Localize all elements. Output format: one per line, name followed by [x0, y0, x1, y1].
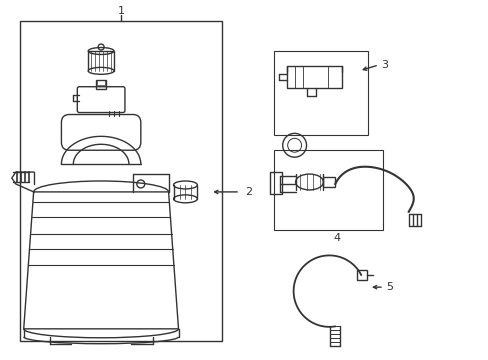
Bar: [356, 270, 366, 280]
Ellipse shape: [173, 181, 197, 189]
Bar: [20, 21, 222, 341]
Bar: [88, 51, 114, 71]
Ellipse shape: [295, 174, 323, 190]
Text: 1: 1: [117, 6, 124, 16]
Text: 3: 3: [380, 60, 387, 70]
Bar: [273, 150, 382, 230]
Text: 4: 4: [333, 233, 340, 243]
Text: 2: 2: [244, 187, 252, 197]
Bar: [97, 80, 105, 85]
Bar: [286, 66, 342, 88]
Bar: [96, 80, 106, 89]
Bar: [273, 51, 367, 135]
Bar: [269, 172, 281, 194]
Text: 5: 5: [385, 282, 392, 292]
Ellipse shape: [88, 67, 114, 74]
Bar: [323, 177, 335, 187]
Ellipse shape: [173, 195, 197, 203]
